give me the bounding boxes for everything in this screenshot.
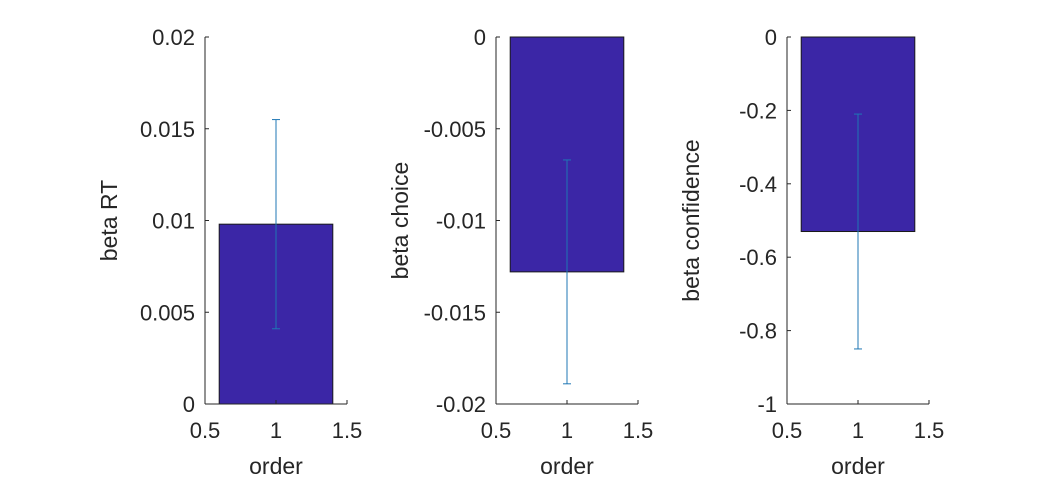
x-tick-label: 0.5 (190, 418, 221, 443)
y-tick-label: 0 (765, 25, 777, 50)
y-tick-label: 0.01 (152, 209, 195, 234)
x-axis-label: order (540, 453, 594, 479)
y-tick-label: -0.02 (436, 392, 486, 417)
chart-panel-1: 0 0.005 0.01 0.015 0.02 0.5 1 1.5 order beta RT (96, 25, 362, 479)
x-tick-label: 1 (270, 418, 282, 443)
chart-panel-2: -0.02 -0.015 -0.01 -0.005 0 0.5 1 1.5 order beta … (387, 25, 653, 479)
y-tick-label: -0.4 (739, 172, 777, 197)
y-tick-label: -1 (757, 392, 777, 417)
x-tick-label: 1.5 (914, 418, 945, 443)
y-tick-label: -0.015 (424, 300, 486, 325)
y-tick-label: 0.02 (152, 25, 195, 50)
y-tick-label: 0.005 (140, 300, 195, 325)
x-tick-label: 1.5 (332, 418, 363, 443)
x-axis-label: order (831, 453, 885, 479)
y-tick-label: 0.015 (140, 117, 195, 142)
y-tick-label: 0 (183, 392, 195, 417)
y-tick-label: -0.8 (739, 319, 777, 344)
y-tick-label: -0.01 (436, 209, 486, 234)
x-tick-label: 1 (852, 418, 864, 443)
chart-panel-3: -1 -0.8 -0.6 -0.4 -0.2 0 0.5 1 1.5 order beta conf… (678, 25, 944, 479)
y-axis-label: beta RT (96, 180, 122, 261)
x-tick-label: 1 (561, 418, 573, 443)
x-tick-label: 0.5 (772, 418, 803, 443)
x-axis-label: order (249, 453, 303, 479)
x-tick-label: 1.5 (623, 418, 654, 443)
y-axis-label: beta choice (387, 162, 413, 280)
y-tick-label: -0.6 (739, 245, 777, 270)
y-tick-label: -0.005 (424, 117, 486, 142)
y-tick-label: -0.2 (739, 98, 777, 123)
y-tick-label: 0 (474, 25, 486, 50)
y-axis-label: beta confidence (678, 139, 704, 301)
x-tick-label: 0.5 (481, 418, 512, 443)
